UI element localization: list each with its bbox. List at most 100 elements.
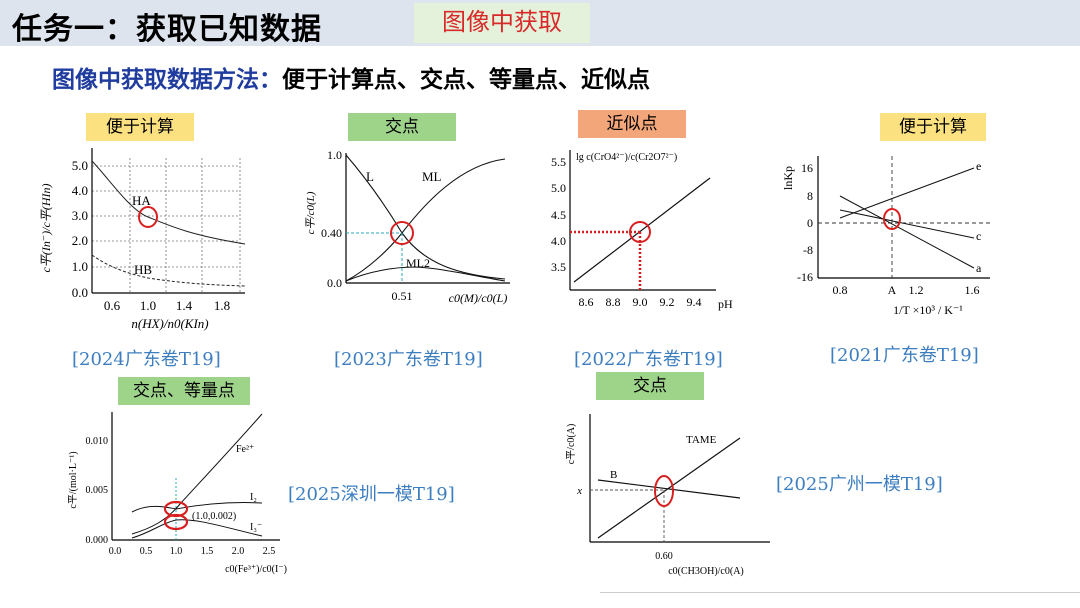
chart4-label-e: e [976, 159, 981, 173]
chart6-label-TAME: TAME [686, 434, 717, 446]
chart2-highlight [390, 221, 414, 245]
chart1-ytick: 1.0 [72, 259, 88, 274]
section-subtitle: 图像中获取数据方法：便于计算点、交点、等量点、近似点 [52, 60, 650, 94]
chart5-ytick: 0.010 [86, 436, 109, 447]
bottom-divider [600, 592, 1080, 593]
chart4-ytick: 8 [807, 189, 813, 203]
chart5-ytick: 0.005 [86, 485, 109, 496]
panel6-caption: [2025广州一模T19] [776, 474, 943, 495]
chart3-xlabel: pH [718, 297, 733, 311]
chart-5: Fe²⁺ I₂ I₃⁻ (1.0,0.002) 0.000 0.005 0.01… [68, 412, 287, 575]
chart3-xtick: 9.4 [687, 295, 702, 309]
chart5-series-I2 [131, 502, 263, 513]
chart3-highlight [629, 221, 651, 243]
chart1-ytick: 2.0 [72, 233, 88, 248]
chart3-ytick: 4.5 [551, 208, 566, 222]
chart3-ytick: 5.5 [551, 155, 566, 169]
chart5-ytick: 0.000 [86, 535, 109, 546]
chart6-highlight [654, 475, 674, 507]
chart1-xlabel: n(HX)/n0(KIn) [131, 316, 208, 331]
chart1-label-HB: HB [134, 262, 152, 277]
chart1-ytick: 3.0 [72, 208, 88, 223]
chart2-series-ML [345, 158, 506, 282]
chart1-label-HA: HA [132, 193, 151, 208]
chart5-series-I3 [131, 519, 263, 539]
chart4-xtick: A [888, 283, 897, 297]
chart5-annotation: (1.0,0.002) [192, 511, 236, 522]
subtitle-rest: 便于计算点、交点、等量点、近似点 [282, 66, 650, 92]
chart5-xtick: 0.5 [140, 546, 153, 557]
chart5-label-Fe: Fe²⁺ [236, 444, 254, 455]
chart5-label-I2: I₂ [250, 492, 257, 503]
chart4-xtick: 1.6 [965, 283, 980, 297]
chart2-series-ML2 [345, 266, 506, 282]
chart2-xlabel: c0(M)/c0(L) [449, 291, 508, 305]
chart1-ytick: 0.0 [72, 285, 88, 300]
chart3-xtick: 9.0 [633, 295, 648, 309]
chart1-ylabel: c平(In⁻)/c平(HIn) [39, 184, 53, 273]
panel5-caption: [2025深圳一模T19] [288, 484, 455, 505]
chart6-xtick: 0.60 [655, 551, 673, 562]
chart2-label-ML2: ML2 [406, 256, 430, 270]
chart5-label-I3: I₃⁻ [250, 522, 262, 533]
chart3-ytick: 5.0 [551, 181, 566, 195]
chart4-series-a [839, 195, 975, 269]
chart1-xtick: 1.8 [214, 298, 230, 313]
chart4-xlabel: 1/T ×10³ / K⁻¹ [893, 303, 963, 317]
chart4-highlight [883, 208, 901, 230]
chart5-ylabel: c平/(mol·L⁻¹) [68, 451, 79, 508]
chart2-ytick: 0.40 [321, 226, 342, 240]
chart4-series-e [839, 167, 975, 219]
chart-6: TAME B x 0.60 c0(CH3OH)/c0(A) c平/c0(A) [566, 414, 770, 577]
chart1-highlight [138, 206, 158, 228]
chart-3: lg c(CrO4²⁻)/c(Cr2O7²⁻) 3.5 4.0 4.5 5.0 … [551, 150, 733, 311]
chart1-xtick: 1.0 [140, 298, 156, 313]
chart2-ytick: 0.0 [327, 276, 342, 290]
chart5-xtick: 1.5 [201, 546, 214, 557]
chart3-ytick: 3.5 [551, 260, 566, 274]
chart3-xtick: 8.6 [579, 295, 594, 309]
chart2-label-L: L [366, 169, 374, 184]
panel2-caption: [2023广东卷T19] [334, 349, 483, 370]
chart3-ytick: 4.0 [551, 234, 566, 248]
chart4-ytick: -16 [797, 270, 813, 284]
chart1-grid [91, 158, 241, 293]
chart5-xtick: 2.5 [263, 546, 276, 557]
panel4-caption: [2021广东卷T19] [830, 345, 979, 366]
panel1-tag: 便于计算 [86, 113, 194, 141]
chart3-ylabel: lg c(CrO4²⁻)/c(Cr2O7²⁻) [576, 152, 677, 163]
chart1-xtick: 1.4 [176, 298, 193, 313]
chart4-ytick: -8 [803, 243, 813, 257]
panel2-tag: 交点 [348, 113, 456, 141]
chart5-xtick: 0.0 [109, 546, 122, 557]
chart3-xtick: 9.2 [660, 295, 675, 309]
subtitle-prefix: 图像中获取数据方法： [52, 66, 282, 92]
chart4-ytick: 16 [801, 161, 813, 175]
chart4-ytick: 0 [807, 216, 813, 230]
chart6-series-B [597, 479, 741, 499]
chart-2: L ML ML2 0.0 0.40 1.0 0.51 c0(M)/c0(L) c… [305, 148, 510, 305]
chart-4: e c a lnKp 16 8 0 -8 -16 0.8 A 1.2 1.6 1… [781, 156, 990, 317]
panel6-tag: 交点 [596, 372, 704, 400]
chart5-series-Fe [131, 413, 263, 535]
chart1-series-HA [91, 160, 246, 245]
panel3-caption: [2022广东卷T19] [574, 349, 723, 370]
chart5-highlight-lower [163, 513, 189, 531]
panel3-tag: 近似点 [578, 110, 686, 138]
chart6-series-TAME [597, 437, 741, 539]
page-title: 任务一：获取已知数据 [12, 13, 322, 46]
chart-1: HA HB 0.0 1.0 2.0 3.0 4.0 5.0 0.6 1.0 1.… [39, 148, 246, 331]
chart2-ylabel: c平/c0(L) [305, 191, 317, 234]
panel1-caption: [2024广东卷T19] [72, 349, 221, 370]
panel5-tag: 交点、等量点 [118, 377, 250, 405]
top-banner: 任务一：获取已知数据 图像中获取 [0, 0, 1080, 46]
chart3-xtick: 8.8 [606, 295, 621, 309]
chart1-series-HB [91, 254, 246, 287]
chart6-ylabel: c平/c0(A) [566, 424, 577, 465]
chart6-ytick: x [576, 485, 582, 497]
panel4-tag: 便于计算 [880, 113, 986, 141]
chart2-label-ML: ML [422, 169, 442, 184]
chart6-label-B: B [610, 469, 617, 481]
chart4-xtick: 1.2 [909, 283, 924, 297]
chart4-ylabel: lnKp [781, 166, 795, 190]
